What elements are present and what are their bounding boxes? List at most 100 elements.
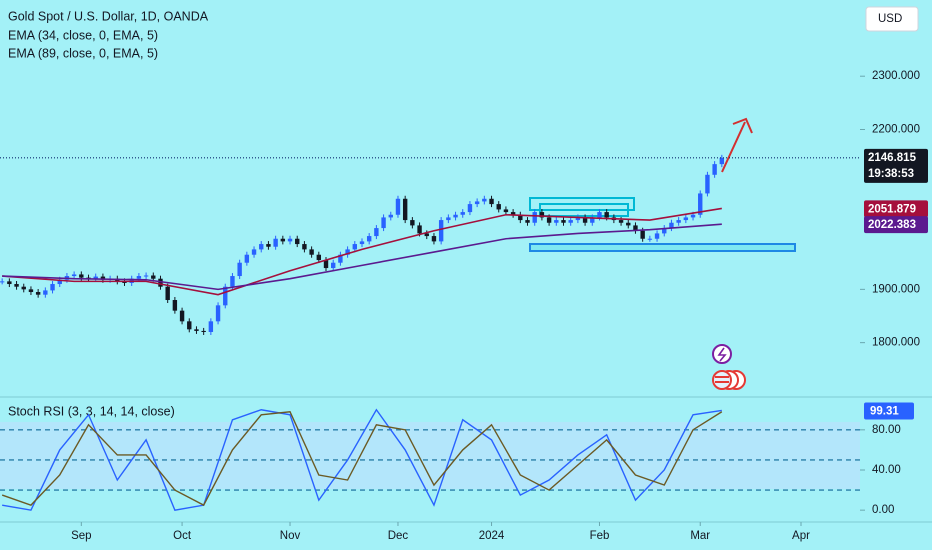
candle [93, 276, 98, 279]
candle [395, 198, 401, 215]
last-price-tag [864, 148, 928, 183]
annotation-box [539, 203, 629, 217]
candle [719, 157, 725, 165]
candle [582, 217, 588, 223]
x-tick-label: Nov [280, 530, 301, 542]
flag-icon[interactable] [712, 370, 732, 390]
candle [453, 214, 458, 218]
candle [510, 212, 516, 215]
y-tick-label: 1900.000 [872, 283, 920, 295]
candle [626, 222, 631, 226]
candle [331, 262, 336, 269]
candle [172, 300, 178, 311]
candle [280, 238, 286, 242]
candle [676, 220, 681, 223]
candle [438, 220, 444, 242]
stoch-value: 99.31 [870, 405, 899, 417]
candle [446, 217, 451, 221]
legend-entry: EMA (89, close, 0, EMA, 5) [8, 46, 158, 60]
candle [28, 289, 34, 293]
candle [554, 220, 559, 223]
candle [35, 292, 41, 295]
candle [388, 214, 393, 218]
y-tick-label: 0.00 [872, 504, 894, 516]
event-icon[interactable] [712, 344, 732, 364]
candle [460, 212, 465, 215]
candle [669, 222, 674, 229]
candle [323, 260, 329, 269]
ema-tag [864, 200, 928, 218]
candle [345, 249, 350, 255]
candle [223, 286, 228, 306]
candle [546, 217, 552, 223]
candle [489, 198, 494, 205]
currency-button[interactable] [865, 6, 919, 32]
candle [575, 217, 581, 221]
candle [683, 217, 689, 221]
candle [417, 225, 422, 234]
candle [352, 244, 357, 250]
x-tick-label: 2024 [479, 530, 505, 542]
candle [431, 236, 437, 242]
candle [467, 204, 473, 213]
candle [179, 310, 185, 322]
candle [503, 209, 509, 213]
candle [590, 217, 595, 223]
stoch-line [1, 411, 723, 507]
flag-stripe [715, 381, 729, 383]
candle [215, 305, 221, 322]
candle [712, 164, 717, 175]
candle [143, 275, 149, 277]
candle [424, 233, 429, 237]
countdown: 19:38:53 [868, 168, 914, 180]
candle [57, 279, 62, 285]
candle [273, 238, 278, 247]
candle [604, 212, 609, 218]
x-tick-label: Sep [71, 530, 91, 542]
ema-tag [864, 216, 928, 234]
indicator-title: Stoch RSI (3, 3, 14, 14, close) [8, 404, 175, 418]
x-tick-label: Mar [690, 530, 710, 542]
candle [71, 274, 77, 277]
candle [187, 321, 192, 330]
candle [79, 274, 84, 278]
candle [165, 286, 170, 301]
candle [662, 228, 667, 234]
candle [208, 321, 214, 332]
annotation-box [529, 197, 635, 211]
annotation-zone [529, 243, 796, 252]
candle [633, 225, 638, 231]
candle [381, 217, 386, 229]
candle [266, 244, 271, 247]
candle [640, 230, 645, 239]
candle [0, 281, 5, 283]
candle [539, 212, 545, 218]
candle [518, 214, 523, 221]
candle [309, 249, 314, 255]
x-tick-label: Feb [590, 530, 610, 542]
candle [402, 198, 408, 221]
candle [532, 212, 537, 223]
candle [251, 249, 257, 255]
plot-layer: 2300.000 2200.000 1900.000 1800.000 2146.815… [0, 70, 928, 542]
x-tick-label: Apr [792, 530, 810, 542]
candle [359, 241, 365, 245]
candle [43, 290, 48, 295]
candle [100, 276, 106, 280]
candle [237, 262, 242, 277]
currency-label: USD [878, 13, 902, 25]
candle [50, 284, 55, 291]
candle [244, 254, 250, 263]
stoch-line [2, 408, 722, 511]
candle [7, 281, 12, 285]
ema-value: 2051.879 [868, 203, 916, 215]
legend-entry: EMA (34, close, 0, EMA, 5) [8, 28, 158, 42]
candle [568, 220, 573, 223]
candle [21, 286, 26, 290]
ema-line [2, 223, 722, 291]
candle [338, 254, 343, 263]
candle [158, 278, 163, 287]
candle [525, 220, 530, 223]
candle [654, 233, 660, 239]
candle [647, 238, 653, 240]
